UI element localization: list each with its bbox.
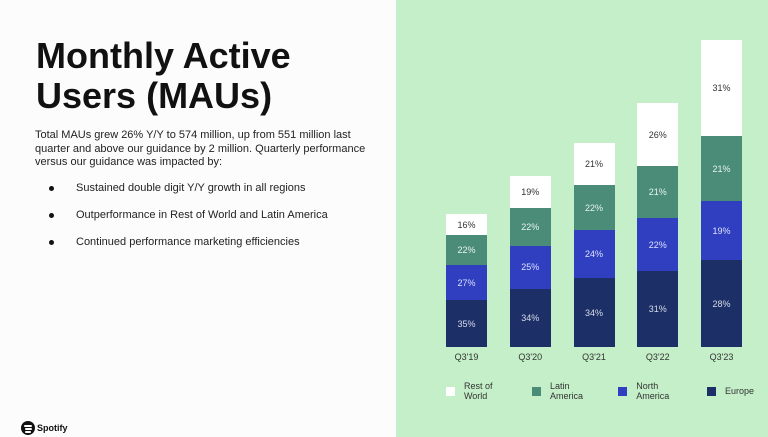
bullet-item: Continued performance marketing efficien…: [35, 236, 328, 263]
x-axis-label: Q3'21: [582, 352, 606, 362]
x-axis-label: Q3'19: [454, 352, 479, 362]
bar-segment-europe: 34%: [509, 288, 551, 347]
bar-segment-north-america: 24%: [573, 229, 615, 279]
bar-q322: 26% 21% 22% 31%: [637, 103, 679, 347]
legend-item-latin-america: Latin America: [532, 381, 604, 401]
bar-q323: 31% 21% 19% 28%: [701, 40, 742, 347]
bar-segment-europe: 28%: [701, 260, 742, 347]
legend-item-north-america: North America: [618, 381, 693, 401]
bullet-list: Sustained double digit Y/Y growth in all…: [35, 182, 328, 263]
logo-text: Spotify: [37, 423, 68, 433]
bar-segment-north-america: 27%: [446, 264, 487, 301]
bar-segment-rest-of-world: 16%: [446, 214, 487, 236]
x-axis-label: Q3'23: [709, 352, 734, 362]
bar-segment-europe: 35%: [446, 300, 487, 347]
spotify-icon: [21, 421, 35, 435]
legend-swatch-icon: [618, 386, 628, 396]
legend-swatch-icon: [706, 386, 716, 396]
legend-item-rest-of-world: Rest of World: [446, 381, 518, 401]
chart-legend: Rest of World Latin America North America E…: [446, 381, 768, 401]
bullet-item: Outperformance in Rest of World and Lati…: [35, 209, 328, 236]
bar-segment-latin-america: 21%: [701, 136, 742, 202]
legend-swatch-icon: [446, 386, 455, 396]
bar-segment-europe: 31%: [637, 271, 679, 347]
slide-title: Monthly Active Users (MAUs): [36, 35, 291, 116]
bar-q321: 21% 22% 24% 34%: [573, 143, 615, 347]
bar-segment-north-america: 19%: [701, 201, 742, 261]
bar-segment-rest-of-world: 21%: [573, 143, 615, 186]
bullet-icon: [49, 213, 54, 218]
bar-q320: 19% 22% 25% 34%: [509, 176, 551, 347]
text-panel: Monthly Active Users (MAUs) Total MAUs g…: [21, 35, 366, 435]
bullet-icon: [49, 240, 54, 245]
bar-segment-rest-of-world: 19%: [509, 176, 551, 209]
x-axis-label: Q3'22: [645, 352, 670, 362]
bar-segment-europe: 34%: [573, 278, 615, 347]
spotify-logo: Spotify: [21, 421, 68, 435]
bullet-item: Sustained double digit Y/Y growth in all…: [35, 182, 328, 209]
description-text: Total MAUs grew 26% Y/Y to 574 million, …: [35, 129, 366, 168]
x-axis-label: Q3'20: [518, 352, 543, 362]
bar-q319: 16% 22% 27% 35%: [446, 214, 487, 347]
bar-segment-rest-of-world: 26%: [637, 103, 679, 167]
bar-segment-north-america: 22%: [637, 217, 679, 272]
bar-segment-rest-of-world: 31%: [701, 40, 742, 137]
bar-segment-latin-america: 22%: [573, 185, 615, 230]
bullet-icon: [49, 186, 54, 191]
legend-swatch-icon: [532, 386, 541, 396]
bar-segment-latin-america: 22%: [446, 235, 487, 265]
legend-item-europe: Europe: [706, 386, 754, 396]
bar-segment-north-america: 25%: [509, 246, 551, 289]
bar-segment-latin-america: 21%: [637, 166, 679, 218]
bar-segment-latin-america: 22%: [509, 208, 551, 247]
